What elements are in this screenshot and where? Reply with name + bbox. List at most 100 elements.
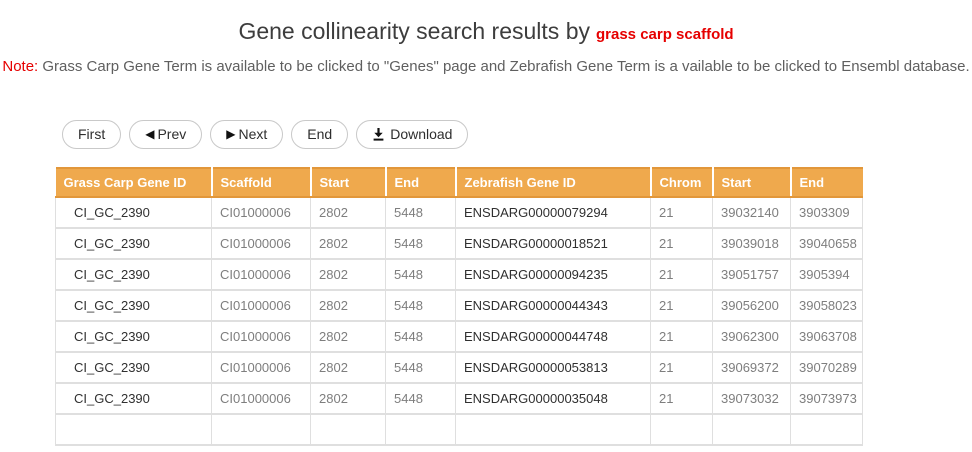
cell-zf-start: 39062300 [712, 320, 791, 353]
cell-chrom: 21 [650, 351, 713, 384]
note: Note: Grass Carp Gene Term is available … [0, 58, 972, 75]
cell-scaffold: CI01000006 [211, 351, 311, 384]
note-text: Grass Carp Gene Term is available to be … [38, 58, 970, 75]
next-button[interactable]: ▶ Next [210, 120, 284, 149]
cell-zf-start: 39069372 [712, 351, 791, 384]
cell-start: 2802 [310, 258, 386, 291]
table-body: CI_GC_2390 CI01000006 2802 5448 ENSDARG00000… [55, 196, 863, 446]
cell-zf-end: 3905394 [790, 258, 863, 291]
cell-chrom [650, 413, 713, 446]
table-row: CI_GC_2390 CI01000006 2802 5448 ENSDARG00000… [55, 351, 863, 384]
download-icon [373, 127, 384, 141]
first-button-label: First [78, 126, 106, 142]
cell-scaffold: CI01000006 [211, 289, 311, 322]
cell-end: 5448 [385, 258, 456, 291]
table-row: CI_GC_2390 CI01000006 2802 5448 ENSDARG00000… [55, 382, 863, 415]
cell-zf-end: 39063708 [790, 320, 863, 353]
cell-start: 2802 [310, 289, 386, 322]
cell-end: 5448 [385, 196, 456, 229]
cell-zf-start: 39073032 [712, 382, 791, 415]
cell-zebrafish-gene-id [455, 413, 651, 446]
cell-zf-start: 39039018 [712, 227, 791, 260]
cell-zebrafish-gene-id[interactable]: ENSDARG00000094235 [455, 258, 651, 291]
cell-grass-carp-gene-id[interactable]: CI_GC_2390 [55, 196, 212, 229]
cell-grass-carp-gene-id [55, 413, 212, 446]
cell-zf-end: 3903309 [790, 196, 863, 229]
cell-grass-carp-gene-id[interactable]: CI_GC_2390 [55, 227, 212, 260]
table-header-row: Grass Carp Gene ID Scaffold Start End Ze… [55, 166, 863, 198]
cell-zebrafish-gene-id[interactable]: ENSDARG00000079294 [455, 196, 651, 229]
cell-zebrafish-gene-id[interactable]: ENSDARG00000044748 [455, 320, 651, 353]
cell-chrom: 21 [650, 196, 713, 229]
cell-end: 5448 [385, 289, 456, 322]
cell-zf-end: 39070289 [790, 351, 863, 384]
prev-icon: ◀ [145, 127, 155, 142]
cell-end: 5448 [385, 351, 456, 384]
cell-grass-carp-gene-id[interactable]: CI_GC_2390 [55, 382, 212, 415]
note-label: Note: [2, 58, 39, 75]
column-header-grass-carp-gene-id: Grass Carp Gene ID [55, 166, 213, 198]
cell-zebrafish-gene-id[interactable]: ENSDARG00000035048 [455, 382, 651, 415]
cell-start: 2802 [310, 196, 386, 229]
cell-zf-end: 39073973 [790, 382, 863, 415]
page-title-main: Gene collinearity search results by [238, 18, 590, 44]
cell-grass-carp-gene-id[interactable]: CI_GC_2390 [55, 289, 212, 322]
column-header-end: End [385, 166, 457, 198]
end-button[interactable]: End [291, 120, 349, 149]
table-row: CI_GC_2390 CI01000006 2802 5448 ENSDARG00000… [55, 258, 863, 291]
cell-scaffold: CI01000006 [211, 258, 311, 291]
column-header-zf-start: Start [712, 166, 792, 198]
cell-grass-carp-gene-id[interactable]: CI_GC_2390 [55, 320, 212, 353]
cell-start: 2802 [310, 382, 386, 415]
column-header-zf-end: End [790, 166, 863, 198]
page-title: Gene collinearity search results by grass… [0, 18, 972, 45]
column-header-scaffold: Scaffold [211, 166, 312, 198]
cell-zebrafish-gene-id[interactable]: ENSDARG00000053813 [455, 351, 651, 384]
results-table: Grass Carp Gene ID Scaffold Start End Ze… [55, 166, 863, 446]
cell-zf-start: 39032140 [712, 196, 791, 229]
table-row: CI_GC_2390 CI01000006 2802 5448 ENSDARG00000… [55, 196, 863, 229]
cell-grass-carp-gene-id[interactable]: CI_GC_2390 [55, 351, 212, 384]
cell-zf-end [790, 413, 863, 446]
cell-chrom: 21 [650, 258, 713, 291]
table-row: CI_GC_2390 CI01000006 2802 5448 ENSDARG00000… [55, 289, 863, 322]
next-icon: ▶ [226, 127, 236, 142]
cell-zf-start: 39056200 [712, 289, 791, 322]
cell-scaffold [211, 413, 311, 446]
pagination-toolbar: First ◀ Prev ▶ Next End Download [62, 120, 972, 149]
page: Gene collinearity search results by grass… [0, 18, 972, 446]
cell-end [385, 413, 456, 446]
cell-chrom: 21 [650, 289, 713, 322]
cell-chrom: 21 [650, 227, 713, 260]
table-row: CI_GC_2390 CI01000006 2802 5448 ENSDARG00000… [55, 227, 863, 260]
cell-start [310, 413, 386, 446]
cell-scaffold: CI01000006 [211, 320, 311, 353]
cell-end: 5448 [385, 227, 456, 260]
cell-end: 5448 [385, 320, 456, 353]
cell-scaffold: CI01000006 [211, 227, 311, 260]
cell-scaffold: CI01000006 [211, 382, 311, 415]
end-button-label: End [307, 126, 333, 142]
cell-chrom: 21 [650, 320, 713, 353]
cell-zf-end: 39040658 [790, 227, 863, 260]
first-button[interactable]: First [62, 120, 122, 149]
column-header-chrom: Chrom [650, 166, 714, 198]
column-header-start: Start [310, 166, 387, 198]
next-button-label: Next [238, 126, 268, 142]
cell-start: 2802 [310, 227, 386, 260]
cell-zf-start: 39051757 [712, 258, 791, 291]
prev-button-label: Prev [157, 126, 187, 142]
cell-start: 2802 [310, 351, 386, 384]
cell-grass-carp-gene-id[interactable]: CI_GC_2390 [55, 258, 212, 291]
cell-end: 5448 [385, 382, 456, 415]
cell-zebrafish-gene-id[interactable]: ENSDARG00000018521 [455, 227, 651, 260]
download-button[interactable]: Download [356, 120, 469, 149]
table-row: CI_GC_2390 CI01000006 2802 5448 ENSDARG00000… [55, 320, 863, 353]
cell-chrom: 21 [650, 382, 713, 415]
download-button-label: Download [390, 126, 453, 142]
table-row [55, 413, 863, 446]
prev-button[interactable]: ◀ Prev [129, 120, 203, 149]
page-title-accent: grass carp scaffold [596, 26, 734, 43]
cell-zebrafish-gene-id[interactable]: ENSDARG00000044343 [455, 289, 651, 322]
cell-scaffold: CI01000006 [211, 196, 311, 229]
